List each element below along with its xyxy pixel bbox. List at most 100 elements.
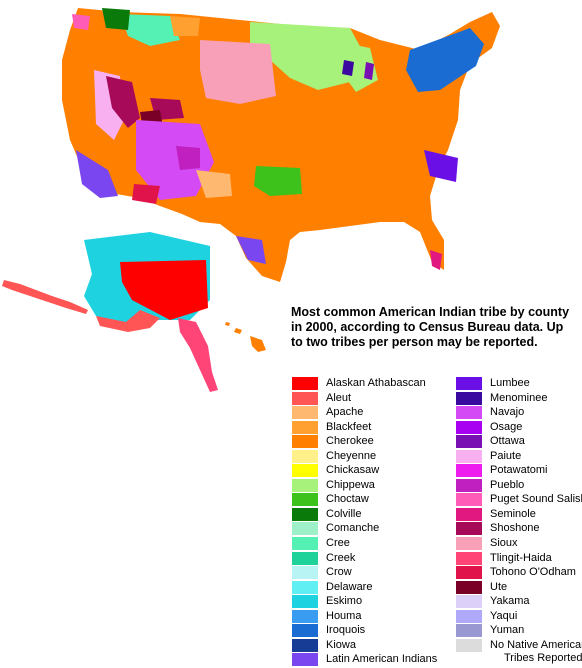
hawaii-islands <box>225 322 266 352</box>
region-wisconsin-menominee <box>342 60 354 76</box>
legend-label: Sioux <box>490 537 518 550</box>
legend-swatch <box>292 624 318 638</box>
region-oklahoma-choctaw <box>254 166 302 196</box>
legend-label-text: Pueblo <box>490 478 525 491</box>
alaska <box>2 232 218 392</box>
legend-label-text: Potawatomi <box>490 464 548 477</box>
legend-swatch <box>292 435 318 449</box>
legend-label: Kiowa <box>326 639 356 652</box>
region-florida-seminole <box>430 250 442 270</box>
legend-label: Shoshone <box>490 522 540 535</box>
alaska-aleutian-chain <box>2 280 88 314</box>
legend-swatch <box>456 493 482 507</box>
legend-label: Houma <box>326 610 361 623</box>
legend-label-text: Iroquois <box>326 624 366 637</box>
legend-label-text: Alaskan Athabascan <box>326 377 426 389</box>
legend-swatch <box>456 406 482 420</box>
legend-swatch <box>292 595 318 609</box>
region-southwest-pueblo <box>176 146 200 170</box>
legend-label: Alaskan Athabascan <box>326 377 426 390</box>
legend-label-text: Ute <box>490 580 508 593</box>
alaska-panhandle-tlingit <box>178 318 218 392</box>
legend-swatch <box>456 391 482 405</box>
legend-label-text: Osage <box>490 420 523 433</box>
legend-label: Apache <box>326 406 363 419</box>
legend-label-text: Eskimo <box>326 595 363 608</box>
legend-label: Puget Sound Salish <box>490 493 582 506</box>
legend-label: Tlingit-Haida <box>490 552 552 565</box>
legend-label: Osage <box>490 421 522 434</box>
legend-label: Cree <box>326 537 350 550</box>
legend-swatch <box>456 377 482 390</box>
legend-swatch <box>292 478 318 492</box>
legend-label: Yaqui <box>490 610 517 623</box>
legend-swatch <box>292 449 318 463</box>
hawaii <box>225 322 266 352</box>
region-arizona-tohono <box>132 184 160 204</box>
legend-label: Latin American Indians <box>326 653 437 666</box>
legend-label: Yakama <box>490 595 530 608</box>
legend-label-text: Comanche <box>326 522 380 535</box>
legend-label-text: Latin American Indians <box>326 653 438 666</box>
legend-label-text: Lumbee <box>490 377 530 389</box>
map-caption: Most common American Indian tribe by cou… <box>291 305 570 349</box>
region-puget-salish <box>72 14 90 30</box>
alaska-aleut-peninsula <box>96 310 160 332</box>
legend-swatch <box>456 478 482 492</box>
region-california-latin <box>76 150 118 198</box>
legend-label-text: Ottawa <box>490 435 525 448</box>
legend-label: Ottawa <box>490 435 525 448</box>
region-northwest-green <box>120 14 180 46</box>
legend-label: Chickasaw <box>326 464 379 477</box>
legend-swatch <box>456 449 482 463</box>
legend-label-text: Creek <box>326 551 356 564</box>
legend-swatch <box>292 566 318 580</box>
legend-label: Cherokee <box>326 435 374 448</box>
legend-swatch <box>456 464 482 478</box>
legend-label-text: Colville <box>326 507 362 520</box>
legend-label: Ute <box>490 581 507 594</box>
legend-label-text: Apache <box>326 406 364 419</box>
legend-swatch <box>292 420 318 434</box>
legend-label-text: Blackfeet <box>326 420 372 433</box>
us-base-cherokee <box>62 8 500 282</box>
legend-label-text: Yuman <box>490 624 525 637</box>
region-montana-blackfeet <box>170 16 200 36</box>
legend-label-text: Sioux <box>490 537 518 550</box>
legend-swatch <box>292 609 318 623</box>
legend-label-text: Chickasaw <box>326 464 380 477</box>
legend-label-text: Yaqui <box>490 609 518 622</box>
legend-label-text: Menominee <box>490 391 548 404</box>
legend-label-text: Aleut <box>326 391 352 404</box>
legend-label-text: Shoshone <box>490 522 540 535</box>
legend-label-text: Paiute <box>490 449 522 462</box>
legend-label: Chippewa <box>326 479 375 492</box>
legend-label-text: No Native American <box>490 638 582 651</box>
region-texas-latin <box>236 236 266 264</box>
legend-swatch <box>292 377 318 390</box>
legend-label: Blackfeet <box>326 421 371 434</box>
legend-label: Cheyenne <box>326 450 376 463</box>
legend-swatch <box>292 537 318 551</box>
region-dakotas-sioux <box>200 40 276 104</box>
alaska-athabascan <box>120 260 208 320</box>
legend-swatch <box>456 566 482 580</box>
legend-label-text: Tlingit-Haida <box>490 551 552 564</box>
region-nevada-shoshone <box>106 76 140 128</box>
legend-label-text: Seminole <box>490 507 536 520</box>
legend-swatch <box>456 595 482 609</box>
legend-swatch <box>456 551 482 565</box>
legend-swatch <box>456 638 482 652</box>
legend-label: Menominee <box>490 392 547 405</box>
legend-swatch <box>456 624 482 638</box>
legend-label-text: Crow <box>326 566 352 579</box>
legend-label: Colville <box>326 508 361 521</box>
region-minnesota-chippewa <box>276 30 312 64</box>
legend-swatch <box>292 507 318 521</box>
legend-label: Yuman <box>490 624 524 637</box>
legend-swatch <box>292 580 318 594</box>
legend-label: Aleut <box>326 392 351 405</box>
legend-swatch <box>292 551 318 565</box>
legend-label-text: Cheyenne <box>326 449 377 462</box>
region-southwest-navajo <box>136 120 214 200</box>
